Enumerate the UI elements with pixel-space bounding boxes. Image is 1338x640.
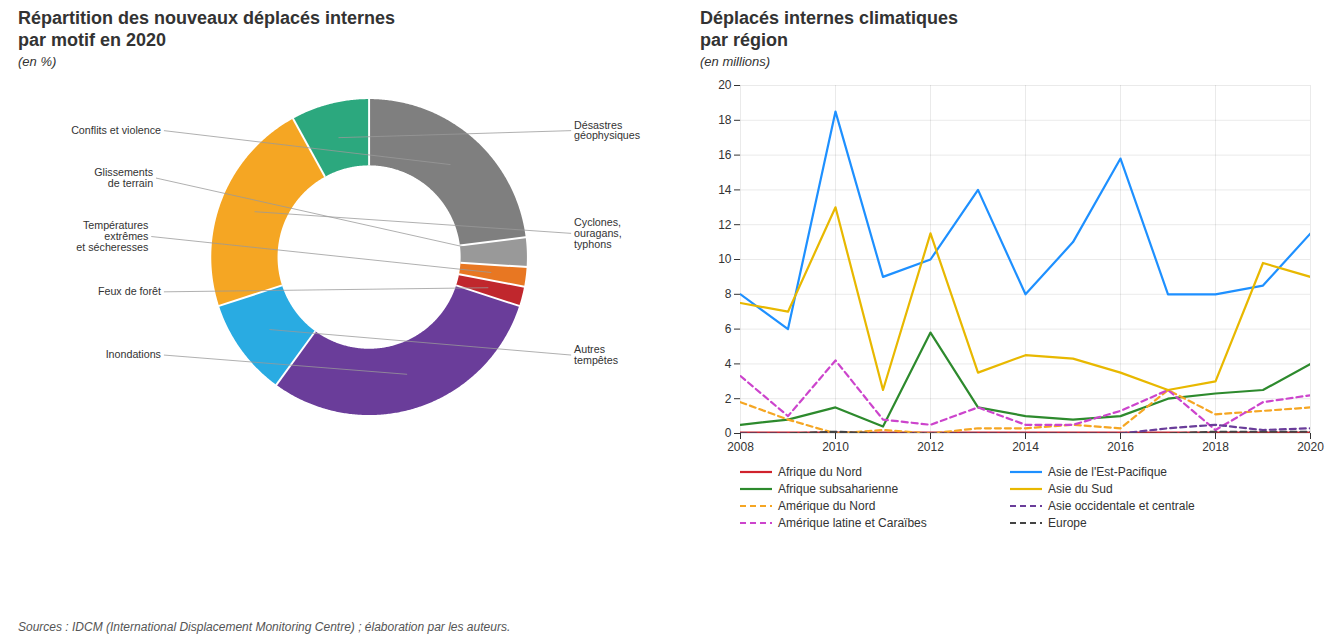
svg-text:Inondations: Inondations	[106, 349, 161, 361]
svg-text:2012: 2012	[917, 440, 944, 454]
html-text:Sources : IDCM (International: Sources : IDCM (International Displaceme…	[18, 620, 511, 634]
html-text:par motif en 2020: par motif en 2020	[18, 29, 167, 50]
svg-text:Conflits et violence: Conflits et violence	[71, 124, 161, 136]
html-text:Amérique latine et Caraïbes: Amérique latine et Caraïbes	[778, 516, 927, 531]
html-text:Afrique du Nord: Afrique du Nord	[778, 465, 862, 480]
svg-text:2020: 2020	[1297, 440, 1324, 454]
svg-text:20: 20	[718, 79, 732, 93]
svg-text:Feux de forêt: Feux de forêt	[98, 285, 161, 297]
svg-text:2016: 2016	[1107, 440, 1134, 454]
svg-text:2008: 2008	[727, 440, 754, 454]
html-text:Europe: Europe	[1048, 516, 1087, 531]
svg-text:18: 18	[718, 113, 732, 127]
svg-text:10: 10	[718, 253, 732, 267]
svg-text:12: 12	[718, 218, 732, 232]
html-text:Répartition des nouveaux dépla: Répartition des nouveaux déplacés intern…	[18, 8, 396, 28]
svg-text:8: 8	[725, 287, 732, 301]
svg-text:Températuresextrêmeset séchere: Températuresextrêmeset sécheresses	[76, 219, 148, 252]
svg-text:Cyclones,ouragans,typhons: Cyclones,ouragans,typhons	[574, 216, 622, 249]
html-text:(en %): (en %)	[18, 54, 57, 70]
html-text:Déplacés internes climatiques: Déplacés internes climatiques	[700, 8, 959, 28]
html-text:Asie du Sud: Asie du Sud	[1048, 482, 1113, 497]
svg-text:16: 16	[718, 148, 732, 162]
svg-text:6: 6	[725, 322, 732, 336]
html-text:(en millions): (en millions)	[700, 54, 771, 70]
html-text:Afrique subsaharienne: Afrique subsaharienne	[778, 482, 899, 497]
svg-text:0: 0	[725, 427, 732, 441]
svg-text:2010: 2010	[822, 440, 849, 454]
svg-text:Glissementsde terrain: Glissementsde terrain	[94, 166, 153, 189]
svg-text:14: 14	[718, 183, 732, 197]
html-text:Asie occidentale et centrale: Asie occidentale et centrale	[1048, 499, 1195, 514]
svg-text:2014: 2014	[1012, 440, 1039, 454]
svg-text:2: 2	[725, 392, 732, 406]
html-text:par région: par région	[700, 29, 788, 50]
svg-text:Autrestempêtes: Autrestempêtes	[574, 343, 618, 366]
svg-text:Désastresgéophysiques: Désastresgéophysiques	[574, 119, 640, 142]
html-text:Amérique du Nord: Amérique du Nord	[778, 499, 876, 514]
html-text:Asie de l'Est-Pacifique: Asie de l'Est-Pacifique	[1048, 465, 1167, 480]
svg-text:4: 4	[725, 357, 732, 371]
svg-text:2018: 2018	[1202, 440, 1229, 454]
